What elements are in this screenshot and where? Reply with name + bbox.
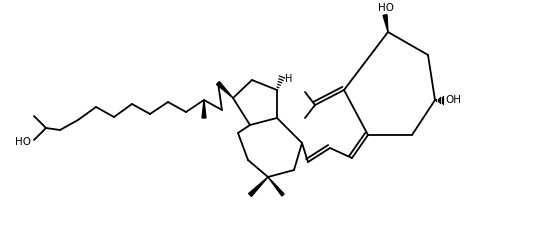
Text: OH: OH <box>445 95 461 105</box>
Polygon shape <box>383 15 388 32</box>
Polygon shape <box>268 177 284 196</box>
Polygon shape <box>217 82 233 98</box>
Text: HO: HO <box>15 137 31 147</box>
Text: H: H <box>285 74 292 84</box>
Text: HO: HO <box>378 3 394 13</box>
Polygon shape <box>249 177 268 196</box>
Polygon shape <box>202 100 206 118</box>
